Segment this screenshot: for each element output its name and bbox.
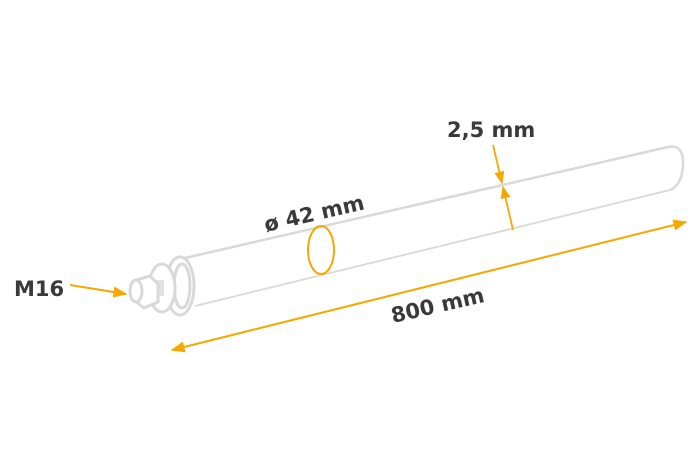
length-arrow (170, 219, 688, 353)
wall-thickness-label: 2,5 mm (447, 118, 535, 142)
thread-arrow (69, 284, 128, 298)
length-label: 800 mm (389, 283, 487, 328)
diameter-marker (307, 225, 335, 275)
thread-label: M16 (14, 277, 64, 301)
wall-thickness-arrow (492, 144, 514, 231)
tube-body (184, 145, 685, 307)
thread-fitting (128, 255, 196, 317)
